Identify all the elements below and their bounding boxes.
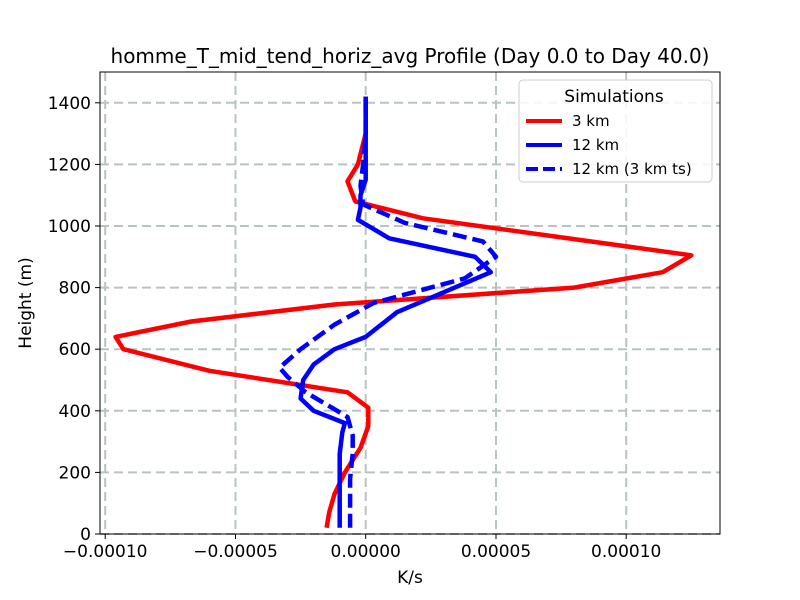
legend: Simulations 3 km 12 km 12 km (3 km ts): [518, 79, 713, 183]
y-tick-label: 1200: [48, 155, 91, 175]
x-axis-label: K/s: [397, 568, 423, 588]
x-tick-label: −0.00005: [193, 542, 278, 562]
x-tick-label: −0.00010: [63, 542, 148, 562]
y-axis-label: Height (m): [16, 257, 36, 348]
series-layer: [113, 96, 694, 529]
x-tick-label: 0.00010: [591, 542, 661, 562]
legend-label-12km: 12 km: [572, 136, 619, 154]
y-tick-label: 1000: [48, 217, 91, 237]
y-tick-label: 200: [59, 463, 91, 483]
y-tick-label: 800: [59, 279, 91, 299]
y-tick-label: 1400: [48, 94, 91, 114]
ticks: −0.00010 −0.00005 0.00000 0.00005 0.00010 0 20…: [48, 94, 662, 562]
chart-title: homme_T_mid_tend_horiz_avg Profile (Day …: [111, 44, 710, 68]
legend-title: Simulations: [564, 87, 664, 107]
plot-frame: [99, 71, 721, 535]
legend-box: [518, 79, 713, 183]
y-tick-label: 400: [59, 402, 91, 422]
x-tick-label: 0.00005: [461, 542, 531, 562]
legend-label-3km: 3 km: [572, 112, 610, 130]
x-tick-label: 0.00000: [331, 542, 401, 562]
legend-label-12km-3km-ts: 12 km (3 km ts): [572, 160, 692, 178]
y-tick-label: 600: [59, 340, 91, 360]
y-tick-label: 0: [80, 525, 91, 545]
series-line-12-km-3-km-ts: [277, 96, 499, 528]
